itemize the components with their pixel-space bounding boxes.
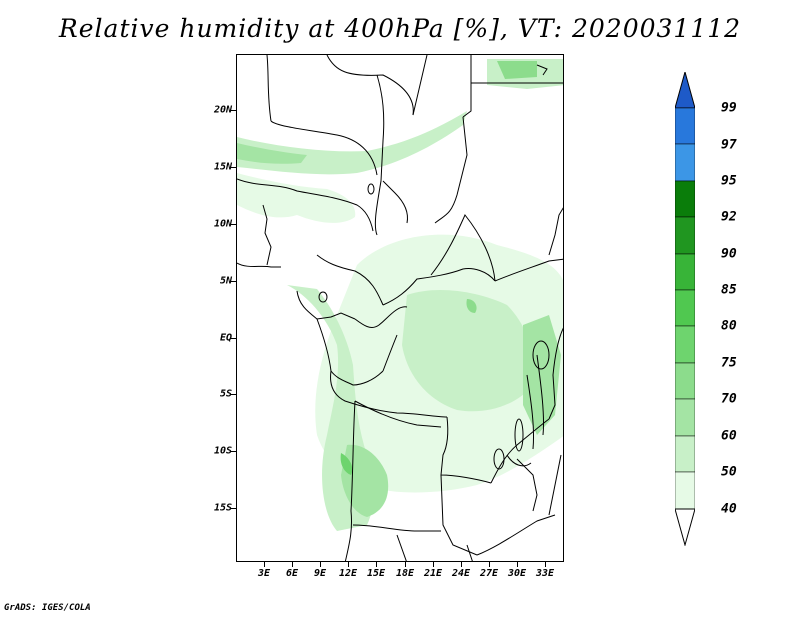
lon-tick xyxy=(376,562,377,567)
colorbar-label: 40 xyxy=(721,501,737,517)
lakes xyxy=(318,64,550,470)
colorbar-label: 85 xyxy=(721,282,737,298)
lon-label: 15E xyxy=(366,568,386,579)
lon-tick xyxy=(292,562,293,567)
colorbar-label: 95 xyxy=(721,173,737,189)
lat-tick xyxy=(230,224,236,225)
colorbar-segment-75-80 xyxy=(675,325,695,364)
lon-label: 33E xyxy=(535,568,555,579)
colorbar-segment-40-50 xyxy=(675,471,695,510)
lat-label: 10S xyxy=(213,445,232,457)
lon-label: 27E xyxy=(479,568,499,579)
colorbar-segment-95-97 xyxy=(675,143,695,182)
colorbar-label: 75 xyxy=(721,355,737,371)
humidity-area-central-east-core xyxy=(402,290,534,412)
colorbar xyxy=(675,72,695,546)
humidity-area-lake-region xyxy=(523,315,561,435)
colorbar-segment-50-60 xyxy=(675,435,695,473)
lat-tick xyxy=(230,338,236,339)
lat-tick xyxy=(230,110,236,111)
country-borders xyxy=(237,55,563,561)
humidity-map xyxy=(237,55,563,561)
colorbar-label: 60 xyxy=(721,428,737,444)
colorbar-label: 90 xyxy=(721,246,737,262)
colorbar-segment-60-70 xyxy=(675,398,695,437)
humidity-shading xyxy=(237,59,563,531)
colorbar-label: 99 xyxy=(721,100,737,116)
lat-label: EQ xyxy=(219,332,232,344)
lon-label: 3E xyxy=(257,568,271,579)
humidity-area-spot-center xyxy=(466,299,477,313)
colorbar-segment-97-99 xyxy=(675,107,695,145)
colorbar-label: 92 xyxy=(721,209,737,225)
lon-label: 21E xyxy=(423,568,443,579)
lat-label: 5S xyxy=(219,388,232,400)
lat-label: 5N xyxy=(219,275,232,287)
humidity-area-northeast-core xyxy=(497,61,537,79)
colorbar-segment-90-92 xyxy=(675,216,695,255)
chart-title: Relative humidity at 400hPa [%], VT: 202… xyxy=(58,14,742,43)
colorbar-top-arrow xyxy=(675,72,695,109)
lat-label: 20N xyxy=(213,104,232,116)
colorbar-segment-70-75 xyxy=(675,362,695,400)
humidity-area-north xyxy=(237,111,467,175)
colorbar-bottom-arrow xyxy=(675,508,695,546)
lat-label: 15S xyxy=(213,502,232,514)
lon-label: 9E xyxy=(313,568,327,579)
map-panel xyxy=(236,54,564,562)
colorbar-segment-85-90 xyxy=(675,253,695,291)
lon-tick xyxy=(348,562,349,567)
colorbar-label: 97 xyxy=(721,137,737,153)
lon-tick xyxy=(320,562,321,567)
colorbar-segment-92-95 xyxy=(675,180,695,218)
lat-tick xyxy=(230,281,236,282)
colorbar-label: 50 xyxy=(721,464,737,480)
humidity-area-west-core xyxy=(237,143,307,164)
lon-tick xyxy=(545,562,546,567)
lon-tick xyxy=(517,562,518,567)
lat-tick xyxy=(230,508,236,509)
lon-tick xyxy=(461,562,462,567)
colorbar-label: 70 xyxy=(721,391,737,407)
lon-label: 18E xyxy=(395,568,415,579)
colorbar-label: 80 xyxy=(721,318,737,334)
lon-tick xyxy=(264,562,265,567)
colorbar-segment-80-85 xyxy=(675,289,695,327)
lon-tick xyxy=(489,562,490,567)
lat-label: 15N xyxy=(213,161,232,173)
lon-label: 12E xyxy=(338,568,358,579)
lon-tick xyxy=(405,562,406,567)
humidity-area-southwest-spot xyxy=(340,453,353,475)
lon-tick xyxy=(433,562,434,567)
lat-label: 10N xyxy=(213,218,232,230)
lat-tick xyxy=(230,167,236,168)
software-credit: GrADS: IGES/COLA xyxy=(4,603,91,613)
lon-label: 30E xyxy=(507,568,527,579)
lat-tick xyxy=(230,394,236,395)
lon-label: 24E xyxy=(451,568,471,579)
lon-label: 6E xyxy=(285,568,299,579)
lat-tick xyxy=(230,451,236,452)
humidity-area-west xyxy=(237,173,356,223)
